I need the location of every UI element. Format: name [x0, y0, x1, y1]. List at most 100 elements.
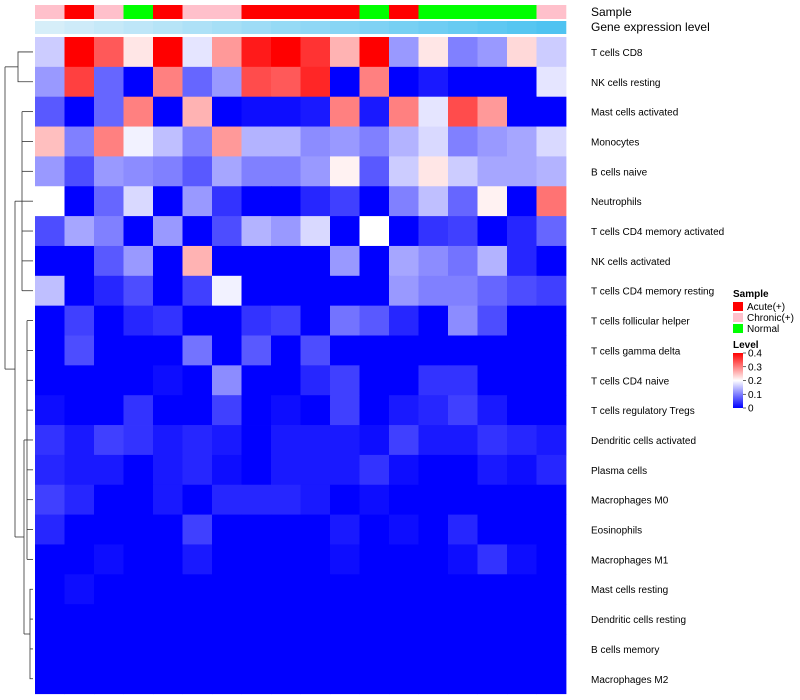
row-label: T cells CD4 naive	[591, 376, 670, 387]
heatmap-cell	[182, 275, 213, 307]
heatmap-cell	[477, 634, 508, 665]
row-label: NK cells activated	[591, 257, 670, 268]
heatmap-cell	[477, 335, 508, 366]
heatmap-cell	[94, 544, 124, 575]
heatmap-cell	[477, 604, 508, 635]
gene-expression-cell	[94, 21, 124, 34]
gene-expression-cell	[359, 21, 390, 34]
heatmap-cell	[536, 454, 567, 486]
heatmap-cells	[35, 37, 567, 695]
heatmap-cell	[35, 454, 65, 486]
heatmap-cell	[64, 425, 95, 456]
level-color-bar	[733, 353, 743, 408]
heatmap-cell	[359, 275, 390, 307]
gene-expression-cell	[182, 21, 213, 34]
heatmap-cell	[418, 37, 449, 68]
gene-expression-cell	[241, 21, 272, 34]
heatmap-cell	[300, 126, 331, 157]
heatmap-cell	[182, 663, 213, 695]
heatmap-cell	[153, 305, 183, 336]
heatmap-cell	[300, 216, 331, 247]
heatmap-cell	[300, 186, 331, 217]
heatmap-cell	[241, 514, 272, 545]
row-label: Macrophages M2	[591, 675, 669, 686]
heatmap-cell	[212, 216, 242, 247]
heatmap-cell	[359, 305, 390, 336]
heatmap-cell	[389, 574, 419, 605]
heatmap-cell	[182, 514, 213, 545]
heatmap-cell	[94, 514, 124, 545]
heatmap-cell	[182, 156, 213, 187]
heatmap-cell	[94, 484, 124, 515]
heatmap-cell	[536, 96, 567, 127]
heatmap-cell	[536, 335, 567, 366]
heatmap-cell	[300, 365, 331, 396]
heatmap-cell	[182, 245, 213, 277]
heatmap-cell	[477, 574, 508, 605]
heatmap-cell	[182, 96, 213, 127]
heatmap-cell	[330, 126, 360, 157]
heatmap-cell	[64, 634, 95, 665]
heatmap-cell	[448, 544, 478, 575]
heatmap-cell	[123, 484, 154, 515]
heatmap-cell	[123, 186, 154, 217]
heatmap-cell	[182, 335, 213, 366]
heatmap-cell	[359, 186, 390, 217]
heatmap-cell	[448, 126, 478, 157]
heatmap-cell	[212, 544, 242, 575]
heatmap-cell	[35, 335, 65, 366]
heatmap-cell	[448, 156, 478, 187]
heatmap-cell	[330, 365, 360, 396]
heatmap-cell	[448, 275, 478, 307]
heatmap-cell	[241, 96, 272, 127]
heatmap-cell	[359, 663, 390, 695]
heatmap-cell	[477, 37, 508, 68]
heatmap-cell	[123, 574, 154, 605]
sample-legend-label: Normal	[747, 324, 779, 335]
heatmap-cell	[35, 275, 65, 307]
heatmap-cell	[94, 454, 124, 486]
heatmap-cell	[35, 37, 65, 68]
heatmap-cell	[94, 365, 124, 396]
heatmap-cell	[507, 514, 537, 545]
heatmap-cell	[448, 634, 478, 665]
heatmap-cell	[64, 245, 95, 277]
heatmap-cell	[389, 484, 419, 515]
heatmap-cell	[153, 484, 183, 515]
heatmap-cell	[182, 484, 213, 515]
heatmap-cell	[182, 425, 213, 456]
heatmap-cell	[477, 245, 508, 277]
gene-expression-cell	[477, 21, 508, 34]
heatmap-cell	[389, 305, 419, 336]
heatmap-cell	[271, 156, 301, 187]
heatmap-cell	[448, 663, 478, 695]
heatmap-cell	[389, 454, 419, 486]
heatmap-cell	[153, 275, 183, 307]
heatmap-cell	[241, 216, 272, 247]
heatmap-cell	[64, 484, 95, 515]
heatmap-cell	[330, 663, 360, 695]
sample-annotation-cell	[359, 5, 390, 19]
heatmap-cell	[35, 604, 65, 635]
heatmap-cell	[212, 96, 242, 127]
heatmap-cell	[536, 544, 567, 575]
sample-annotation-cell	[35, 5, 65, 19]
heatmap-cell	[536, 66, 567, 98]
heatmap-cell	[389, 634, 419, 665]
heatmap-cell	[35, 395, 65, 426]
heatmap-cell	[389, 37, 419, 68]
heatmap-cell	[330, 335, 360, 366]
gene-expression-cell	[330, 21, 360, 34]
heatmap-cell	[94, 335, 124, 366]
heatmap-cell	[418, 96, 449, 127]
sample-legend-label: Chronic(+)	[747, 313, 794, 324]
heatmap-cell	[212, 574, 242, 605]
heatmap-cell	[64, 335, 95, 366]
heatmap-cell	[389, 395, 419, 426]
heatmap-cell	[507, 305, 537, 336]
level-legend-tick-label: 0.1	[748, 390, 762, 401]
row-label: Mast cells activated	[591, 108, 678, 119]
heatmap-cell	[300, 37, 331, 68]
heatmap-cell	[212, 514, 242, 545]
